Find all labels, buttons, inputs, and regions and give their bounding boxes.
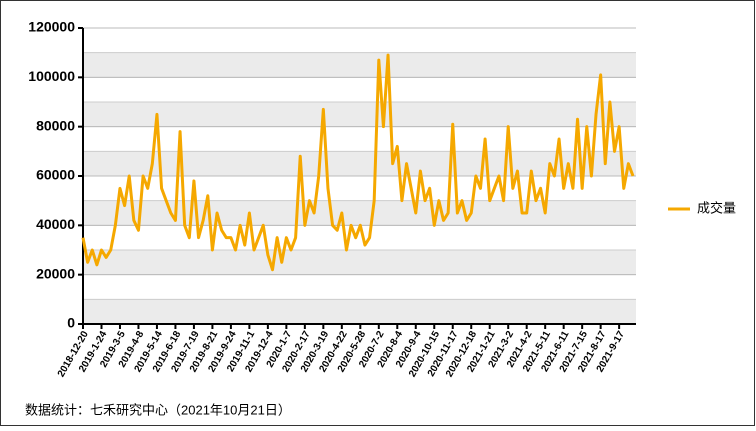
y-tick-label: 80000 xyxy=(36,117,75,133)
band xyxy=(83,299,636,324)
y-tick-label: 0 xyxy=(67,315,75,331)
line xyxy=(81,53,635,272)
y-tick-label: 20000 xyxy=(36,265,75,281)
y-tick-label: 100000 xyxy=(28,68,75,84)
y-tick-label: 120000 xyxy=(28,19,75,35)
band xyxy=(83,200,636,226)
band xyxy=(83,102,636,127)
band xyxy=(83,250,636,275)
band xyxy=(83,52,636,78)
y-tick-label: 60000 xyxy=(36,167,75,183)
y-tick-label: 40000 xyxy=(36,216,75,232)
band xyxy=(83,151,636,176)
source-note: 数据统计：七禾研究中心（2021年10月21日） xyxy=(25,402,291,417)
legend-label: 成交量 xyxy=(697,200,736,215)
